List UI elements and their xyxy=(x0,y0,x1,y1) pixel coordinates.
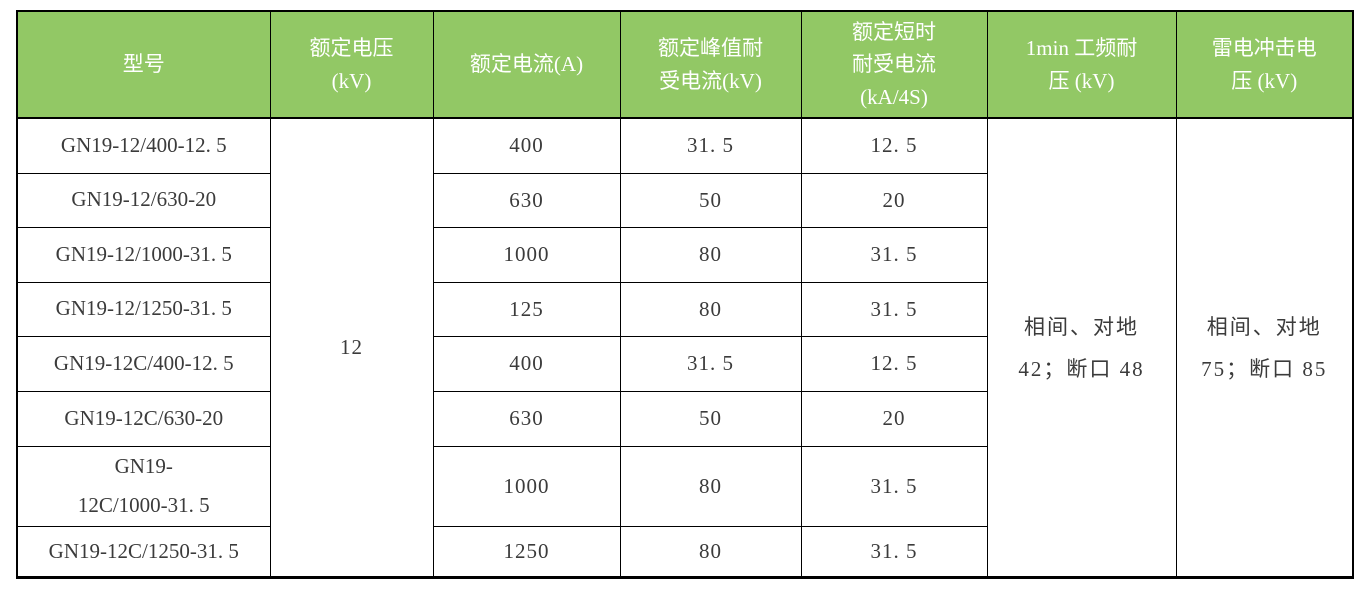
col-header-short-time-withstand-current: 额定短时 耐受电流 (kA/4S) xyxy=(800,10,988,119)
peak-cell: 80 xyxy=(619,526,802,579)
short-cell: 31. 5 xyxy=(800,226,988,283)
short-cell: 31. 5 xyxy=(800,281,988,337)
model-cell: GN19- 12C/1000-31. 5 xyxy=(16,445,271,528)
col-header-power-freq-withstand-voltage: 1min 工频耐 压 (kV) xyxy=(986,10,1177,119)
current-cell: 400 xyxy=(432,117,621,174)
table-row: GN19-12C/1250-31. 5 1250 80 31. 5 xyxy=(16,526,1353,579)
model-cell: GN19-12/1000-31. 5 xyxy=(16,226,271,283)
table-row: GN19-12C/400-12. 5 400 31. 5 12. 5 xyxy=(16,335,1353,392)
current-cell: 1250 xyxy=(432,526,621,579)
model-cell: GN19-12C/630-20 xyxy=(16,390,271,447)
spec-table: 型号 额定电压 (kV) 额定电流(A) 额定峰值耐 受电流(kV) 额定短时 … xyxy=(16,10,1354,580)
peak-cell: 31. 5 xyxy=(619,335,802,392)
current-cell: 400 xyxy=(432,335,621,392)
short-cell: 20 xyxy=(800,390,988,447)
peak-cell: 50 xyxy=(619,390,802,447)
rated-voltage-merged-cell: 12 xyxy=(269,117,434,579)
short-cell: 12. 5 xyxy=(800,335,988,392)
peak-cell: 80 xyxy=(619,281,802,337)
current-cell: 1000 xyxy=(432,226,621,283)
peak-cell: 80 xyxy=(619,445,802,528)
col-header-rated-current: 额定电流(A) xyxy=(432,10,621,119)
lightning-merged-cell: 相间、对地 75；断口 85 xyxy=(1175,117,1354,579)
model-cell: GN19-12/400-12. 5 xyxy=(16,117,271,174)
header-row: 型号 额定电压 (kV) 额定电流(A) 额定峰值耐 受电流(kV) 额定短时 … xyxy=(16,10,1354,119)
peak-cell: 80 xyxy=(619,226,802,283)
col-header-peak-withstand-current: 额定峰值耐 受电流(kV) xyxy=(619,10,802,119)
col-header-lightning-impulse-voltage: 雷电冲击电 压 (kV) xyxy=(1175,10,1354,119)
table-row: GN19- 12C/1000-31. 5 1000 80 31. 5 xyxy=(16,445,1353,528)
model-cell: GN19-12C/1250-31. 5 xyxy=(16,526,271,579)
table-row: GN19-12/1000-31. 5 1000 80 31. 5 xyxy=(16,226,1353,283)
table-row: GN19-12/1250-31. 5 125 80 31. 5 xyxy=(16,281,1353,337)
col-header-rated-voltage: 额定电压 (kV) xyxy=(269,10,434,119)
model-cell: GN19-12/630-20 xyxy=(16,172,271,228)
current-cell: 630 xyxy=(432,172,621,228)
table-row: GN19-12C/630-20 630 50 20 xyxy=(16,390,1353,447)
power-freq-merged-cell: 相间、对地 42；断口 48 xyxy=(986,117,1177,579)
peak-cell: 31. 5 xyxy=(619,117,802,174)
table-row: GN19-12/630-20 630 50 20 xyxy=(16,172,1353,228)
current-cell: 630 xyxy=(432,390,621,447)
current-cell: 125 xyxy=(432,281,621,337)
model-cell: GN19-12C/400-12. 5 xyxy=(16,335,271,392)
table-row: GN19-12/400-12. 5 12 400 31. 5 12. 5 相间、… xyxy=(16,117,1354,579)
short-cell: 31. 5 xyxy=(800,445,988,528)
current-cell: 1000 xyxy=(432,445,621,528)
short-cell: 12. 5 xyxy=(800,117,988,174)
short-cell: 31. 5 xyxy=(800,526,988,579)
model-cell: GN19-12/1250-31. 5 xyxy=(16,281,271,337)
col-header-model: 型号 xyxy=(16,10,271,119)
peak-cell: 50 xyxy=(619,172,802,228)
short-cell: 20 xyxy=(800,172,988,228)
